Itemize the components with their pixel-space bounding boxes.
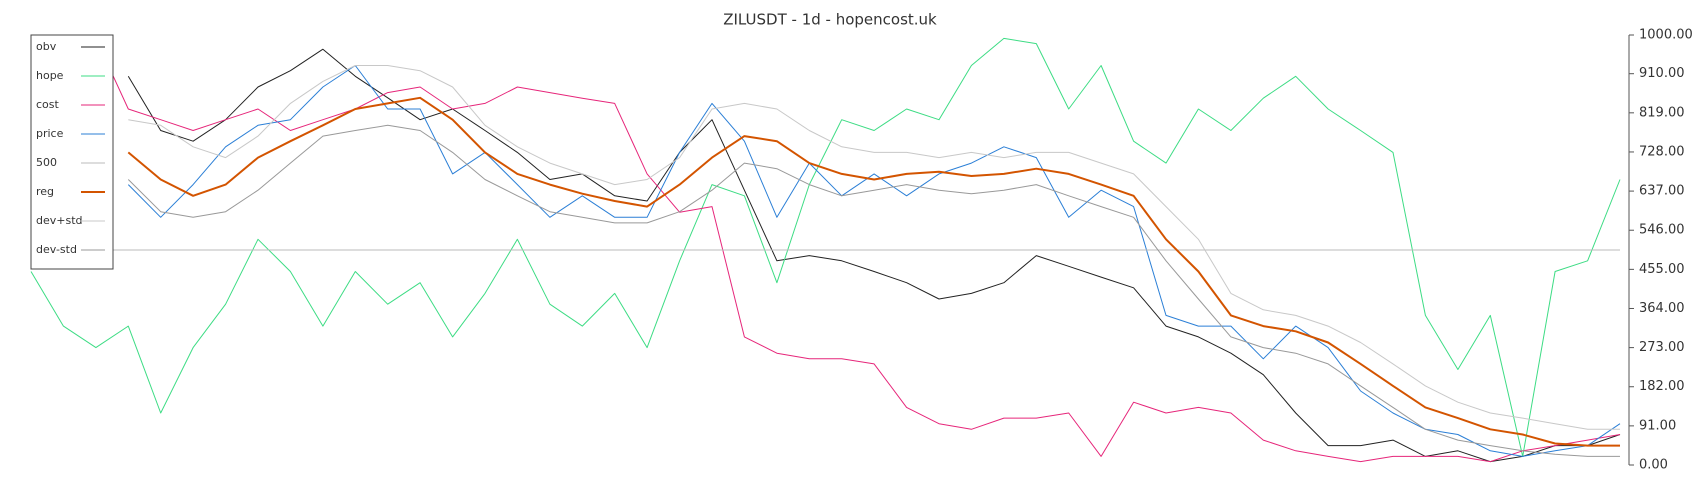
legend-label: 500 <box>36 156 57 169</box>
y-tick-label: 273.00 <box>1639 340 1685 355</box>
series-line <box>128 65 1620 430</box>
series-line <box>30 37 1621 457</box>
y-tick-label: 910.00 <box>1639 66 1685 81</box>
legend-label: dev-std <box>36 243 77 256</box>
y-tick-label: 364.00 <box>1639 301 1685 316</box>
y-tick-label: 0.00 <box>1639 458 1668 473</box>
y-tick-label: 637.00 <box>1639 184 1685 199</box>
legend-label: reg <box>36 185 54 198</box>
plot-area: 0.00 91.00 182.00 273.00 364.00 455.00 546.00 6… <box>30 28 1693 473</box>
legend: obv hope cost price 500 reg dev+std dev-std <box>30 34 114 270</box>
y-tick-label: 455.00 <box>1639 262 1685 277</box>
legend-label: cost <box>36 98 60 111</box>
legend-label: obv <box>36 40 57 53</box>
series-line <box>127 124 1620 457</box>
series-line <box>127 65 1621 457</box>
series-line <box>127 96 1620 447</box>
series-line <box>127 48 1621 463</box>
y-tick-label: 91.00 <box>1639 418 1676 433</box>
y-tick-label: 819.00 <box>1639 105 1685 120</box>
y-tick-label: 1000.00 <box>1639 28 1693 43</box>
y-tick-label: 546.00 <box>1639 223 1685 238</box>
legend-label: hope <box>36 69 64 82</box>
series-line <box>63 37 1621 463</box>
y-tick-label: 728.00 <box>1639 144 1685 159</box>
legend-label: dev+std <box>36 214 83 227</box>
legend-label: price <box>36 127 64 140</box>
chart-title: ZILUSDT - 1d - hopencost.uk <box>723 11 937 29</box>
legend-box <box>30 34 114 270</box>
y-tick-label: 182.00 <box>1639 379 1685 394</box>
